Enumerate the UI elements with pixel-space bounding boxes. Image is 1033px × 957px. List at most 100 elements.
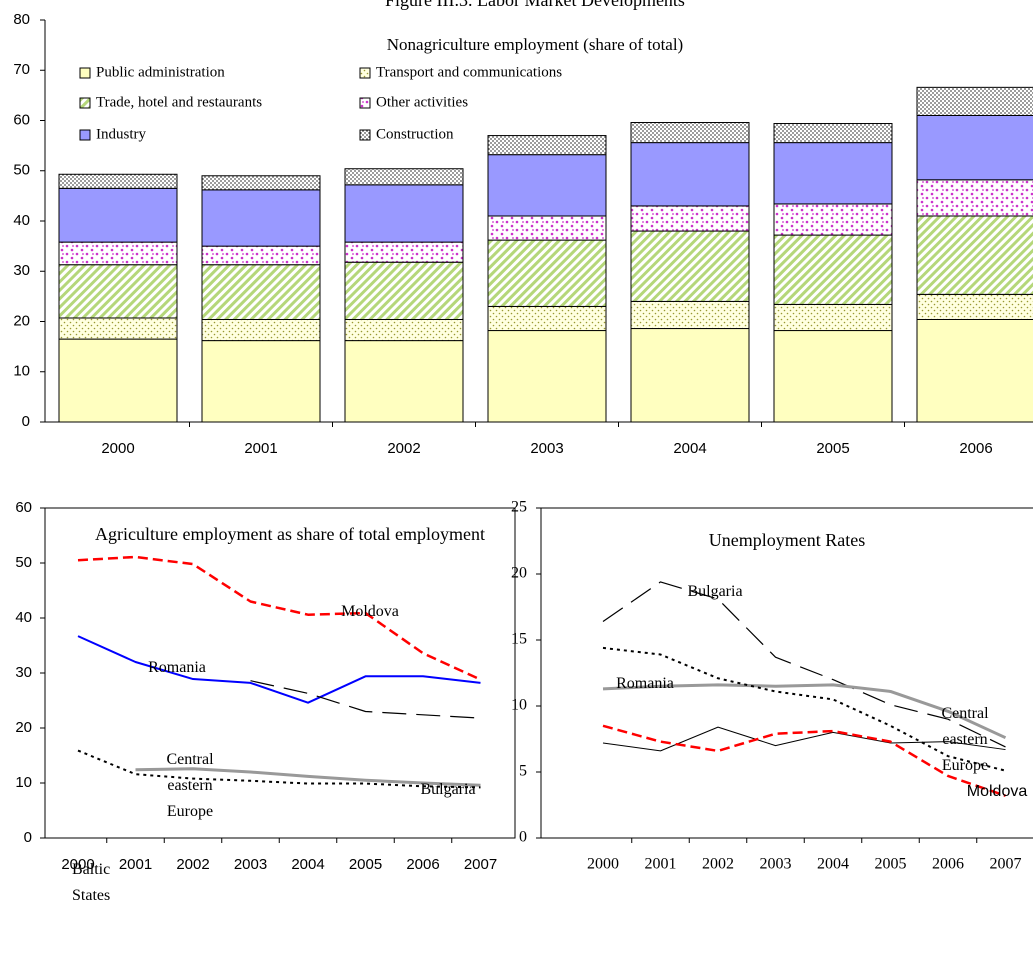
bar-segment: [487, 154, 607, 217]
bar-segment: [773, 123, 893, 144]
x-tick-label: 2001: [645, 856, 677, 873]
series-label: Central eastern Europe: [166, 751, 214, 820]
series-label: Moldova: [966, 783, 1028, 800]
bar-segment: [487, 330, 607, 423]
y-tick-label: 0: [24, 829, 32, 846]
chart-panel: 0 10 20 30 40 50 60 70 80 2000 2001 2002 2003 2004 200…: [13, 0, 1033, 457]
series-line: [602, 683, 1007, 740]
bar-segment: [916, 215, 1033, 295]
series-label: Baltic States: [72, 861, 111, 904]
x-tick-label: 2002: [702, 856, 734, 873]
bar-segment: [916, 318, 1033, 423]
y-tick-label: 20: [511, 565, 527, 582]
x-tick-label: 2000: [587, 856, 619, 873]
series-line: [602, 724, 1006, 797]
y-tick-label: 40: [15, 609, 32, 626]
series-label: Bulgaria: [687, 583, 743, 600]
y-tick-label: 0: [22, 413, 30, 430]
bar-segment: [58, 317, 178, 340]
chart-title: Unemployment Rates: [708, 530, 866, 550]
chart-title: Agriculture employment as share of total…: [95, 524, 485, 544]
legend-swatch: [79, 67, 91, 79]
x-tick-label: 2004: [673, 440, 706, 457]
bar-segment: [344, 184, 464, 243]
bar-segment: [201, 245, 321, 266]
y-tick-label: 10: [15, 774, 32, 791]
legend-swatch: [79, 97, 91, 109]
y-tick-label: 10: [511, 697, 527, 714]
y-tick-label: 0: [519, 829, 527, 846]
bar-segment: [344, 340, 464, 423]
y-tick-label: 10: [13, 363, 30, 380]
chart-panel: 0 5 10 15 20 25 2000 2001 2002 2003 2004 2005 2006 20…: [511, 499, 1033, 873]
series-line: [77, 749, 481, 789]
series-line: [250, 680, 481, 719]
bar-segment: [773, 142, 893, 205]
x-tick-label: 2005: [875, 856, 907, 873]
x-tick-label: 2007: [990, 856, 1022, 873]
x-tick-label: 2003: [234, 856, 267, 873]
y-tick-label: 30: [13, 262, 30, 279]
bar-segment: [487, 215, 607, 241]
series-line: [77, 555, 482, 681]
bar-segment: [630, 205, 750, 232]
bar-segment: [201, 318, 321, 342]
bar-segment: [344, 261, 464, 320]
x-tick-label: 2002: [176, 856, 209, 873]
y-tick-label: 50: [13, 162, 30, 179]
x-tick-label: 2001: [244, 440, 277, 457]
bar-segment: [773, 303, 893, 332]
series-label: Romania: [616, 675, 674, 692]
bar-segment: [630, 122, 750, 144]
bar-segment: [630, 142, 750, 207]
y-tick-label: 40: [13, 212, 30, 229]
plot-frame: [540, 507, 1033, 839]
series-line: [77, 635, 481, 704]
y-tick-label: 50: [15, 554, 32, 571]
y-tick-label: 20: [15, 719, 32, 736]
series-line: [602, 726, 1006, 752]
y-tick-label: 30: [15, 664, 32, 681]
chart-panel: 0 10 20 30 40 50 60 2000 2001 2002 2003 2004 2005 200…: [15, 499, 516, 873]
x-tick-label: 2006: [959, 440, 992, 457]
x-tick-label: 2005: [349, 856, 382, 873]
bar-segment: [630, 230, 750, 302]
bar-segment: [916, 114, 1033, 181]
bar-segment: [773, 203, 893, 236]
x-tick-label: 2006: [932, 856, 964, 873]
bar-segment: [201, 189, 321, 247]
y-tick-label: 25: [511, 499, 527, 516]
series-label: Bulgaria: [420, 781, 476, 798]
bar-segment: [344, 168, 464, 186]
x-tick-label: 2003: [760, 856, 792, 873]
bar-segment: [201, 264, 321, 320]
bar-segment: [201, 340, 321, 423]
bar-segment: [344, 318, 464, 342]
bar-segment: [487, 239, 607, 307]
bar-segment: [916, 179, 1033, 217]
bar-segment: [58, 338, 178, 423]
x-tick-label: 2000: [101, 440, 134, 457]
series-label: Romania: [148, 659, 206, 676]
x-tick-label: 2004: [817, 856, 849, 873]
bar-segment: [58, 264, 178, 319]
legend-label: Public administration: [96, 64, 225, 80]
legend-swatch: [79, 129, 91, 141]
bar-segment: [630, 328, 750, 423]
chart-subtitle: Nonagriculture employment (share of tota…: [387, 35, 683, 54]
x-tick-label: 2005: [816, 440, 849, 457]
x-tick-label: 2000: [61, 856, 94, 873]
series-line: [135, 767, 481, 787]
bar-segment: [201, 175, 321, 191]
legend-swatch: [359, 129, 371, 141]
bar-segment: [487, 135, 607, 156]
y-tick-label: 60: [15, 499, 32, 516]
bar-segment: [58, 241, 178, 266]
legend-label: Construction: [376, 126, 454, 142]
y-tick-label: 80: [13, 11, 30, 28]
x-tick-label: 2007: [464, 856, 497, 873]
bar-segment: [630, 300, 750, 330]
series-line: [602, 581, 1006, 748]
